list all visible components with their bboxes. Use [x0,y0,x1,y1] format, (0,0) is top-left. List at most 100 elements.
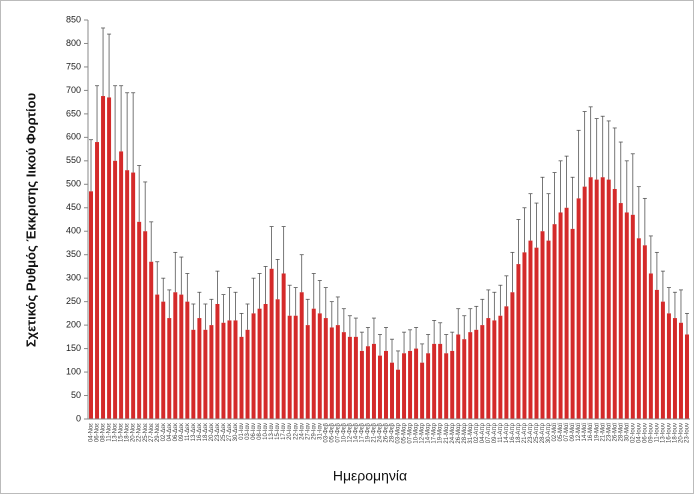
x-tick-label: 28-Φεβ [390,422,396,442]
error-bar [143,181,148,232]
y-tick-label: 350 [66,249,81,259]
y-tick-label: 200 [66,319,81,329]
x-tick-label: 12-Μαρ [420,422,426,443]
y-tick-label: 650 [66,108,81,118]
bar [612,188,617,419]
x-tick-label: 14-Φεβ [353,422,359,442]
error-bar [197,291,202,319]
error-bar [522,207,527,253]
bar [371,343,376,419]
bar [299,292,304,419]
bar [642,245,647,419]
bar [384,350,388,419]
bar [588,177,593,419]
bar [558,212,563,419]
error-bar [305,298,310,326]
x-tick-label: 24-Ιαν [299,423,305,440]
bar [203,329,208,419]
x-tick-label: 16-Ιουν [667,423,673,443]
bar [600,177,605,419]
x-tick-label: 09-Απρ [492,422,498,443]
y-tick-label: 800 [66,38,81,48]
x-tick-label: 29-Ιαν [311,423,317,440]
y-tick-label: 400 [66,226,81,236]
x-tick-label: 06-Δεκ [173,422,179,441]
error-bar [570,176,575,229]
bar [353,336,358,419]
bar [504,306,509,419]
error-bar [492,291,497,321]
bar [462,339,467,419]
x-tick-label: 20-Ιαν [287,423,293,440]
error-bar [179,256,184,295]
bar [546,240,551,419]
x-tick-label: 04-Νοε [89,423,95,442]
bar [173,292,178,419]
x-tick-label: 31-Ιαν [317,423,323,440]
x-tick-label: 17-Ιαν [281,423,287,440]
bar [570,228,575,419]
bar [516,264,521,419]
error-bar [684,312,689,335]
y-tick-label: 550 [66,155,81,165]
error-bar [396,350,401,370]
y-tick-label: 700 [66,85,81,95]
error-bar [95,85,100,143]
bar [606,179,611,419]
error-bar [606,120,611,180]
x-tick-label: 18-Δεκ [203,422,209,441]
x-tick-label: 16-Μαϊ [588,422,594,441]
x-tick-label: 24-Φεβ [378,422,384,442]
bar [287,315,292,419]
bar [594,179,599,419]
x-tick-label: 06-Ιουν [642,423,648,443]
bar [185,301,190,419]
bar [251,313,256,419]
bar [564,207,569,419]
x-tick-label: 06-Νοε [95,423,101,442]
x-tick-label: 28-Απρ [540,422,546,443]
error-bar [353,317,358,337]
error-bar [672,291,677,319]
bar [179,294,184,419]
x-tick-label: 21-Φεβ [372,422,378,442]
error-bar [444,334,449,354]
bar [107,97,112,419]
bar [323,318,328,419]
error-bar [426,334,431,354]
bar [540,231,545,419]
error-bar [666,287,671,314]
error-bar [245,303,250,330]
x-tick-label: 09-Δεκ [179,422,185,441]
error-bar [275,258,280,300]
error-bar [630,153,635,215]
bar [426,353,431,419]
x-tick-label: 24-Μαρ [450,422,456,443]
error-bar [408,329,413,351]
bar [197,318,202,419]
error-bar [624,160,629,213]
error-bar [359,331,364,351]
bar [191,329,196,419]
error-bar [552,172,557,225]
error-bar [456,308,461,335]
bar [329,327,334,419]
bar [552,224,557,419]
x-tick-label: 13-Νοε [113,423,119,442]
x-tick-label: 11-Ιουν [654,423,660,443]
bar [468,332,473,419]
error-bar [215,270,220,304]
x-tick-label: 07-Απρ [486,422,492,443]
bar [167,318,172,419]
x-tick-label: 12-Μαϊ [576,422,582,441]
error-bar [227,287,232,321]
bar [293,315,298,419]
x-tick-label: 05-Φεβ [329,422,335,442]
x-tick-label: 25-Νοε [143,423,149,442]
bar [131,172,136,419]
bar [474,329,479,419]
y-tick-label: 300 [66,273,81,283]
bar [390,362,394,419]
x-tick-label: 28-Μαϊ [618,422,624,441]
error-bar [263,266,268,304]
